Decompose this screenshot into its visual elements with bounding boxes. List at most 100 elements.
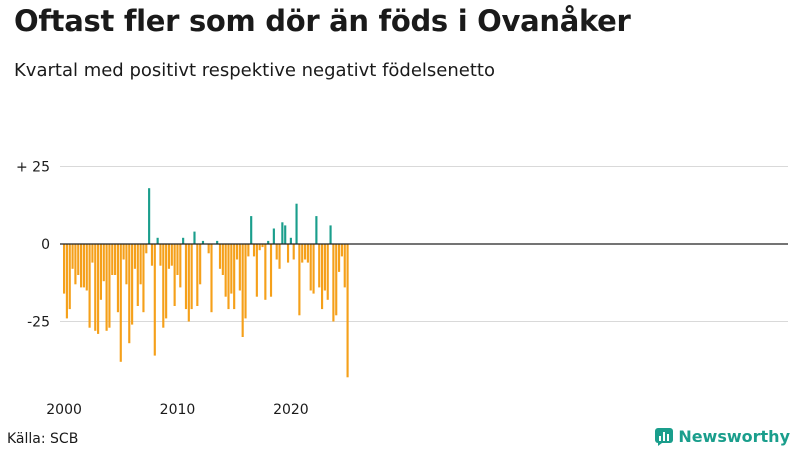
bar-positive: [216, 240, 219, 244]
bar-negative: [241, 244, 244, 337]
bar-negative: [343, 244, 346, 288]
bar-negative: [332, 244, 335, 322]
bar-positive: [272, 228, 275, 244]
bar-negative: [125, 244, 128, 285]
bar-negative: [224, 244, 227, 297]
bar-negative: [210, 244, 213, 313]
bar-negative: [167, 244, 171, 269]
bar-negative: [145, 244, 148, 254]
gridlines: [60, 166, 788, 322]
bar-negative: [252, 244, 256, 257]
bar-negative: [247, 244, 250, 257]
bar-negative: [63, 244, 66, 294]
bar-negative: [65, 244, 68, 319]
brand-logo: Newsworthy: [655, 427, 790, 446]
bar-negative: [82, 244, 85, 288]
bar-negative: [77, 244, 80, 275]
bar-negative: [116, 244, 120, 313]
bar-negative: [184, 244, 188, 310]
x-tick-label: 2000: [46, 402, 82, 418]
bar-negative: [99, 244, 102, 300]
bar-negative: [150, 244, 154, 266]
bar-negative: [190, 244, 193, 310]
bar-positive: [250, 216, 253, 244]
bar-negative: [235, 244, 239, 260]
bar-positive: [201, 240, 205, 244]
bar-negative: [238, 244, 241, 291]
brand-name: Newsworthy: [678, 427, 790, 446]
bar-negative: [173, 244, 176, 306]
bar-positive: [295, 203, 298, 244]
bar-negative: [91, 244, 94, 263]
bar-negative: [207, 244, 210, 254]
bar-positive: [289, 237, 292, 244]
bar-negative: [122, 244, 125, 260]
bar-negative: [244, 244, 247, 319]
bar-positive: [182, 237, 185, 244]
bar-negative: [318, 244, 321, 288]
bar-negative: [114, 244, 117, 275]
bar-negative: [80, 244, 83, 288]
y-axis-ticks: + 25 0 -25: [16, 160, 50, 331]
bar-negative: [97, 244, 100, 334]
bar-negative: [338, 244, 341, 272]
bar-negative: [68, 244, 71, 310]
bar-negative: [312, 244, 315, 294]
bar-negative: [298, 244, 301, 316]
bar-positive: [267, 240, 270, 244]
bar-negative: [218, 244, 222, 269]
bar-negative: [176, 244, 179, 275]
source-note: Källa: SCB: [7, 431, 79, 447]
bar-negative: [139, 244, 142, 285]
y-tick-label: 0: [41, 237, 50, 253]
bar-positive: [281, 222, 284, 244]
bar-negative: [159, 244, 162, 266]
bar-negative: [153, 244, 156, 356]
bar-positive: [156, 237, 159, 244]
y-tick-label: -25: [27, 315, 50, 331]
bar-negative: [326, 244, 329, 300]
bar-positive: [315, 216, 318, 244]
y-tick-label: + 25: [16, 160, 50, 176]
x-tick-label: 2010: [160, 402, 196, 418]
bar-negative: [162, 244, 165, 328]
bar-negative: [227, 244, 230, 310]
bar-negative: [340, 244, 343, 257]
bar-positive: [148, 188, 151, 244]
bar-negative: [230, 244, 233, 294]
chart-title: Oftast fler som dör än föds i Ovanåker: [14, 4, 631, 38]
bar-positive: [193, 231, 196, 244]
chart-subtitle: Kvartal med positivt respektive negativt…: [14, 60, 495, 81]
bar-negative: [187, 244, 190, 322]
bar-negative: [88, 244, 91, 328]
bar-negative: [275, 244, 278, 260]
bar-negative: [131, 244, 134, 325]
bar-negative: [108, 244, 111, 328]
bar-negative: [199, 244, 202, 285]
x-tick-label: 2020: [273, 402, 309, 418]
bar-negative: [85, 244, 88, 291]
bar-negative: [233, 244, 236, 310]
bar-negative: [335, 244, 338, 316]
bar-negative: [309, 244, 312, 291]
bar-negative: [136, 244, 139, 306]
bar-negative: [71, 244, 74, 269]
bar-negative: [142, 244, 145, 313]
bar-negative: [264, 244, 267, 300]
bar-negative: [170, 244, 173, 266]
bar-negative: [292, 244, 295, 260]
bar-positive: [284, 225, 287, 244]
bar-negative: [105, 244, 108, 331]
bar-negative: [179, 244, 182, 288]
bars: [63, 188, 349, 378]
bar-negative: [301, 244, 304, 263]
bar-negative: [261, 244, 264, 248]
bar-chart-logo-icon: [655, 427, 674, 446]
x-axis-ticks: 2000 2010 2020: [46, 402, 308, 418]
bar-negative: [165, 244, 168, 319]
bar-negative: [94, 244, 97, 331]
bar-negative: [258, 244, 261, 251]
bar-negative: [133, 244, 137, 269]
bar-negative: [221, 244, 224, 275]
